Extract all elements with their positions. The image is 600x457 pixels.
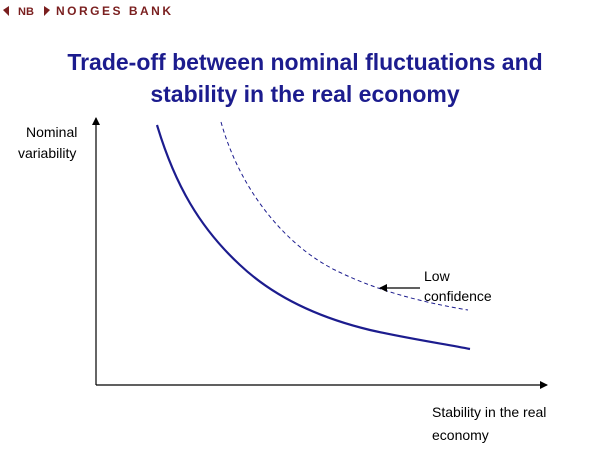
title-line: Trade-off between nominal fluctuations a… [67,49,542,75]
y-axis-label: Nominal [26,124,77,140]
annotation: Low [424,268,451,284]
low-confidence-curve [220,121,469,311]
tradeoff-curve [155,124,471,351]
logo: NB [18,6,34,18]
x-axis-label: economy [432,427,489,443]
annotation: confidence [424,288,492,304]
y-axis-label: variability [18,145,76,161]
header: NB NORGES BANK [3,4,174,18]
x-axis-label: Stability in the real [432,404,546,420]
title-line: stability in the real economy [150,81,460,107]
bank-name: NORGES BANK [56,4,174,18]
logo-ornament [3,6,50,16]
